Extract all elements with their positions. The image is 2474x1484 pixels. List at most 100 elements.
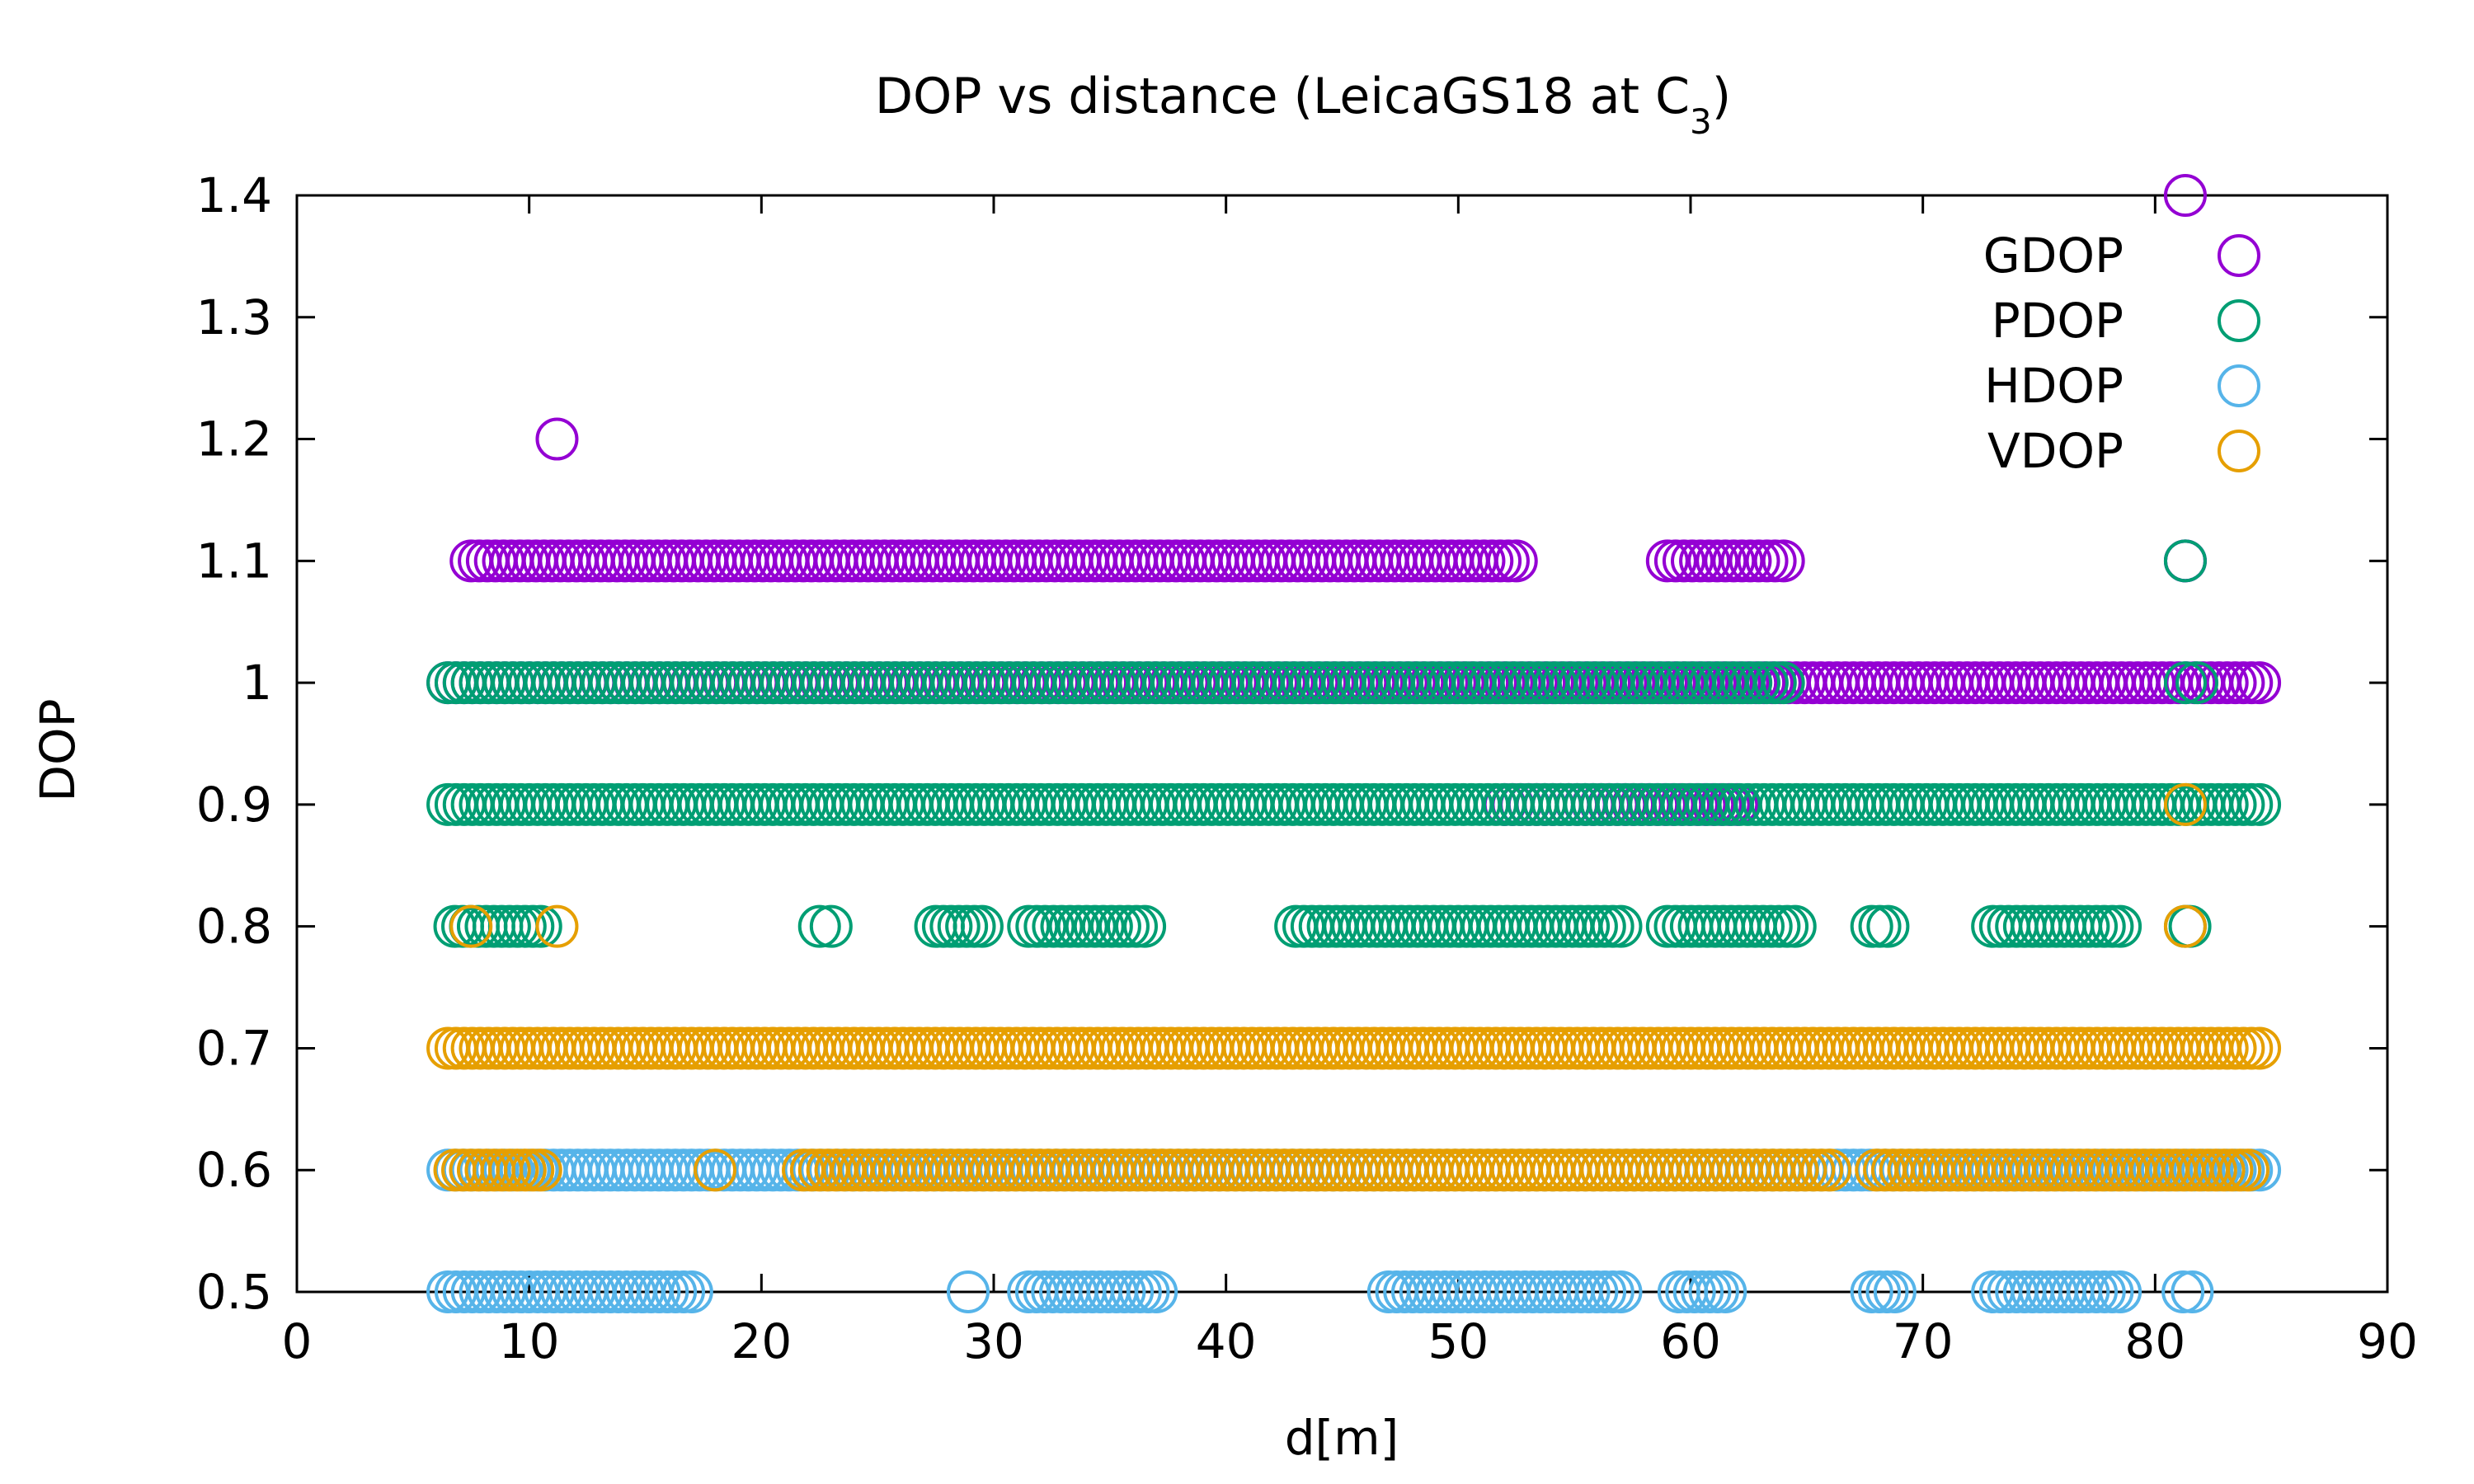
data-point — [947, 1270, 990, 1313]
x-tick-label: 10 — [499, 1313, 560, 1369]
data-point — [2227, 1148, 2269, 1192]
legend-marker-pdop — [2218, 299, 2260, 342]
data-point — [1720, 539, 1764, 583]
x-axis-title: d[m] — [1285, 1410, 1399, 1466]
data-point — [1712, 539, 1756, 583]
data-point — [1729, 539, 1772, 583]
x-tick-label: 40 — [1196, 1313, 1257, 1369]
data-point — [1858, 904, 1902, 948]
data-point — [2099, 1270, 2142, 1313]
legend-label-hdop: HDOP — [1984, 358, 2124, 414]
y-axis-title: DOP — [30, 698, 86, 801]
y-tick-label: 0.7 — [196, 1020, 272, 1076]
legend-marker-gdop — [2218, 234, 2260, 277]
series-pdop — [426, 539, 2282, 948]
y-tick-label: 1.3 — [196, 289, 272, 345]
data-point — [1065, 904, 1108, 948]
data-point — [2163, 661, 2207, 705]
x-tick-label: 90 — [2357, 1313, 2418, 1369]
data-point — [1115, 904, 1159, 948]
data-point — [1023, 904, 1067, 948]
legend-label-gdop: GDOP — [1983, 228, 2124, 284]
data-point — [1073, 904, 1117, 948]
chart-title: DOP vs distance (LeicaGS18 at C3) — [875, 68, 1731, 142]
data-point — [1653, 539, 1697, 583]
chart-title-main: DOP vs distance (LeicaGS18 at C — [875, 68, 1690, 125]
data-point — [1494, 539, 1538, 583]
data-point — [1089, 904, 1133, 948]
data-point — [535, 417, 579, 461]
data-point — [1662, 539, 1705, 583]
y-tick-label: 0.9 — [196, 777, 272, 833]
data-point — [1007, 904, 1051, 948]
data-point — [1753, 539, 1797, 583]
x-tick-label: 80 — [2124, 1313, 2185, 1369]
legend-marker-vdop — [2218, 430, 2260, 472]
data-point — [1098, 904, 1141, 948]
series-vdop — [426, 782, 2282, 1192]
data-point — [2238, 1026, 2282, 1070]
data-point — [1599, 1270, 1643, 1313]
legend-marker-hdop — [2218, 364, 2260, 407]
x-tick-label: 70 — [1893, 1313, 1954, 1369]
data-point — [1687, 539, 1731, 583]
data-point — [797, 904, 841, 948]
data-point — [670, 1270, 713, 1313]
data-point — [1048, 904, 1092, 948]
data-point — [2238, 1148, 2282, 1192]
data-point — [2163, 174, 2207, 217]
data-point — [1696, 539, 1739, 583]
data-point — [449, 904, 493, 948]
data-point — [2163, 539, 2207, 583]
data-point — [2163, 782, 2207, 826]
data-point — [1123, 904, 1167, 948]
x-tick-label: 60 — [1660, 1313, 1721, 1369]
data-point — [1761, 539, 1805, 583]
data-point — [1773, 904, 1817, 948]
data-point — [1056, 904, 1100, 948]
legend-label-pdop: PDOP — [1992, 293, 2124, 349]
data-point — [1808, 1148, 1851, 1192]
legend: GDOP PDOP HDOP VDOP — [1983, 228, 2260, 479]
data-point — [1704, 539, 1747, 583]
y-tick-label: 1 — [242, 655, 272, 711]
y-tick-label: 0.5 — [196, 1264, 272, 1320]
y-axis: 0.5 0.6 0.7 0.8 0.9 1 1.1 1.2 1.3 1.4 — [196, 167, 2387, 1320]
data-point — [1679, 539, 1723, 583]
data-point — [519, 904, 562, 948]
data-point — [2171, 1270, 2214, 1313]
data-point — [1032, 904, 1075, 948]
data-point — [519, 1148, 562, 1192]
y-tick-label: 1.2 — [196, 411, 272, 467]
data-point — [1081, 904, 1125, 948]
x-axis: 0 10 20 30 40 50 60 70 80 90 — [282, 195, 2418, 1369]
chart-title-subscript: 3 — [1690, 101, 1712, 142]
x-tick-label: 50 — [1427, 1313, 1489, 1369]
x-tick-label: 20 — [731, 1313, 792, 1369]
data-point — [2099, 904, 2142, 948]
plot-border — [295, 194, 2389, 1294]
data-point — [1599, 904, 1643, 948]
data-point — [1745, 539, 1789, 583]
x-tick-label: 30 — [963, 1313, 1024, 1369]
data-point — [1040, 904, 1084, 948]
data-point — [809, 904, 853, 948]
y-tick-label: 1.4 — [196, 167, 272, 223]
data-point — [2161, 1270, 2205, 1313]
data-point — [1873, 1270, 1917, 1313]
data-point — [1106, 904, 1150, 948]
y-tick-label: 1.1 — [196, 533, 272, 589]
data-point — [535, 904, 579, 948]
plot-frame — [295, 194, 2389, 1294]
data-point — [2238, 661, 2282, 705]
data-point — [1015, 904, 1059, 948]
legend-label-vdop: VDOP — [1987, 423, 2124, 479]
data-point — [1704, 1270, 1747, 1313]
data-point — [1645, 539, 1689, 583]
chart-title-suffix: ) — [1712, 68, 1731, 125]
series-layer — [426, 174, 2282, 1313]
data-point — [1761, 661, 1805, 705]
data-point — [694, 1148, 736, 1192]
y-tick-label: 0.6 — [196, 1142, 272, 1198]
